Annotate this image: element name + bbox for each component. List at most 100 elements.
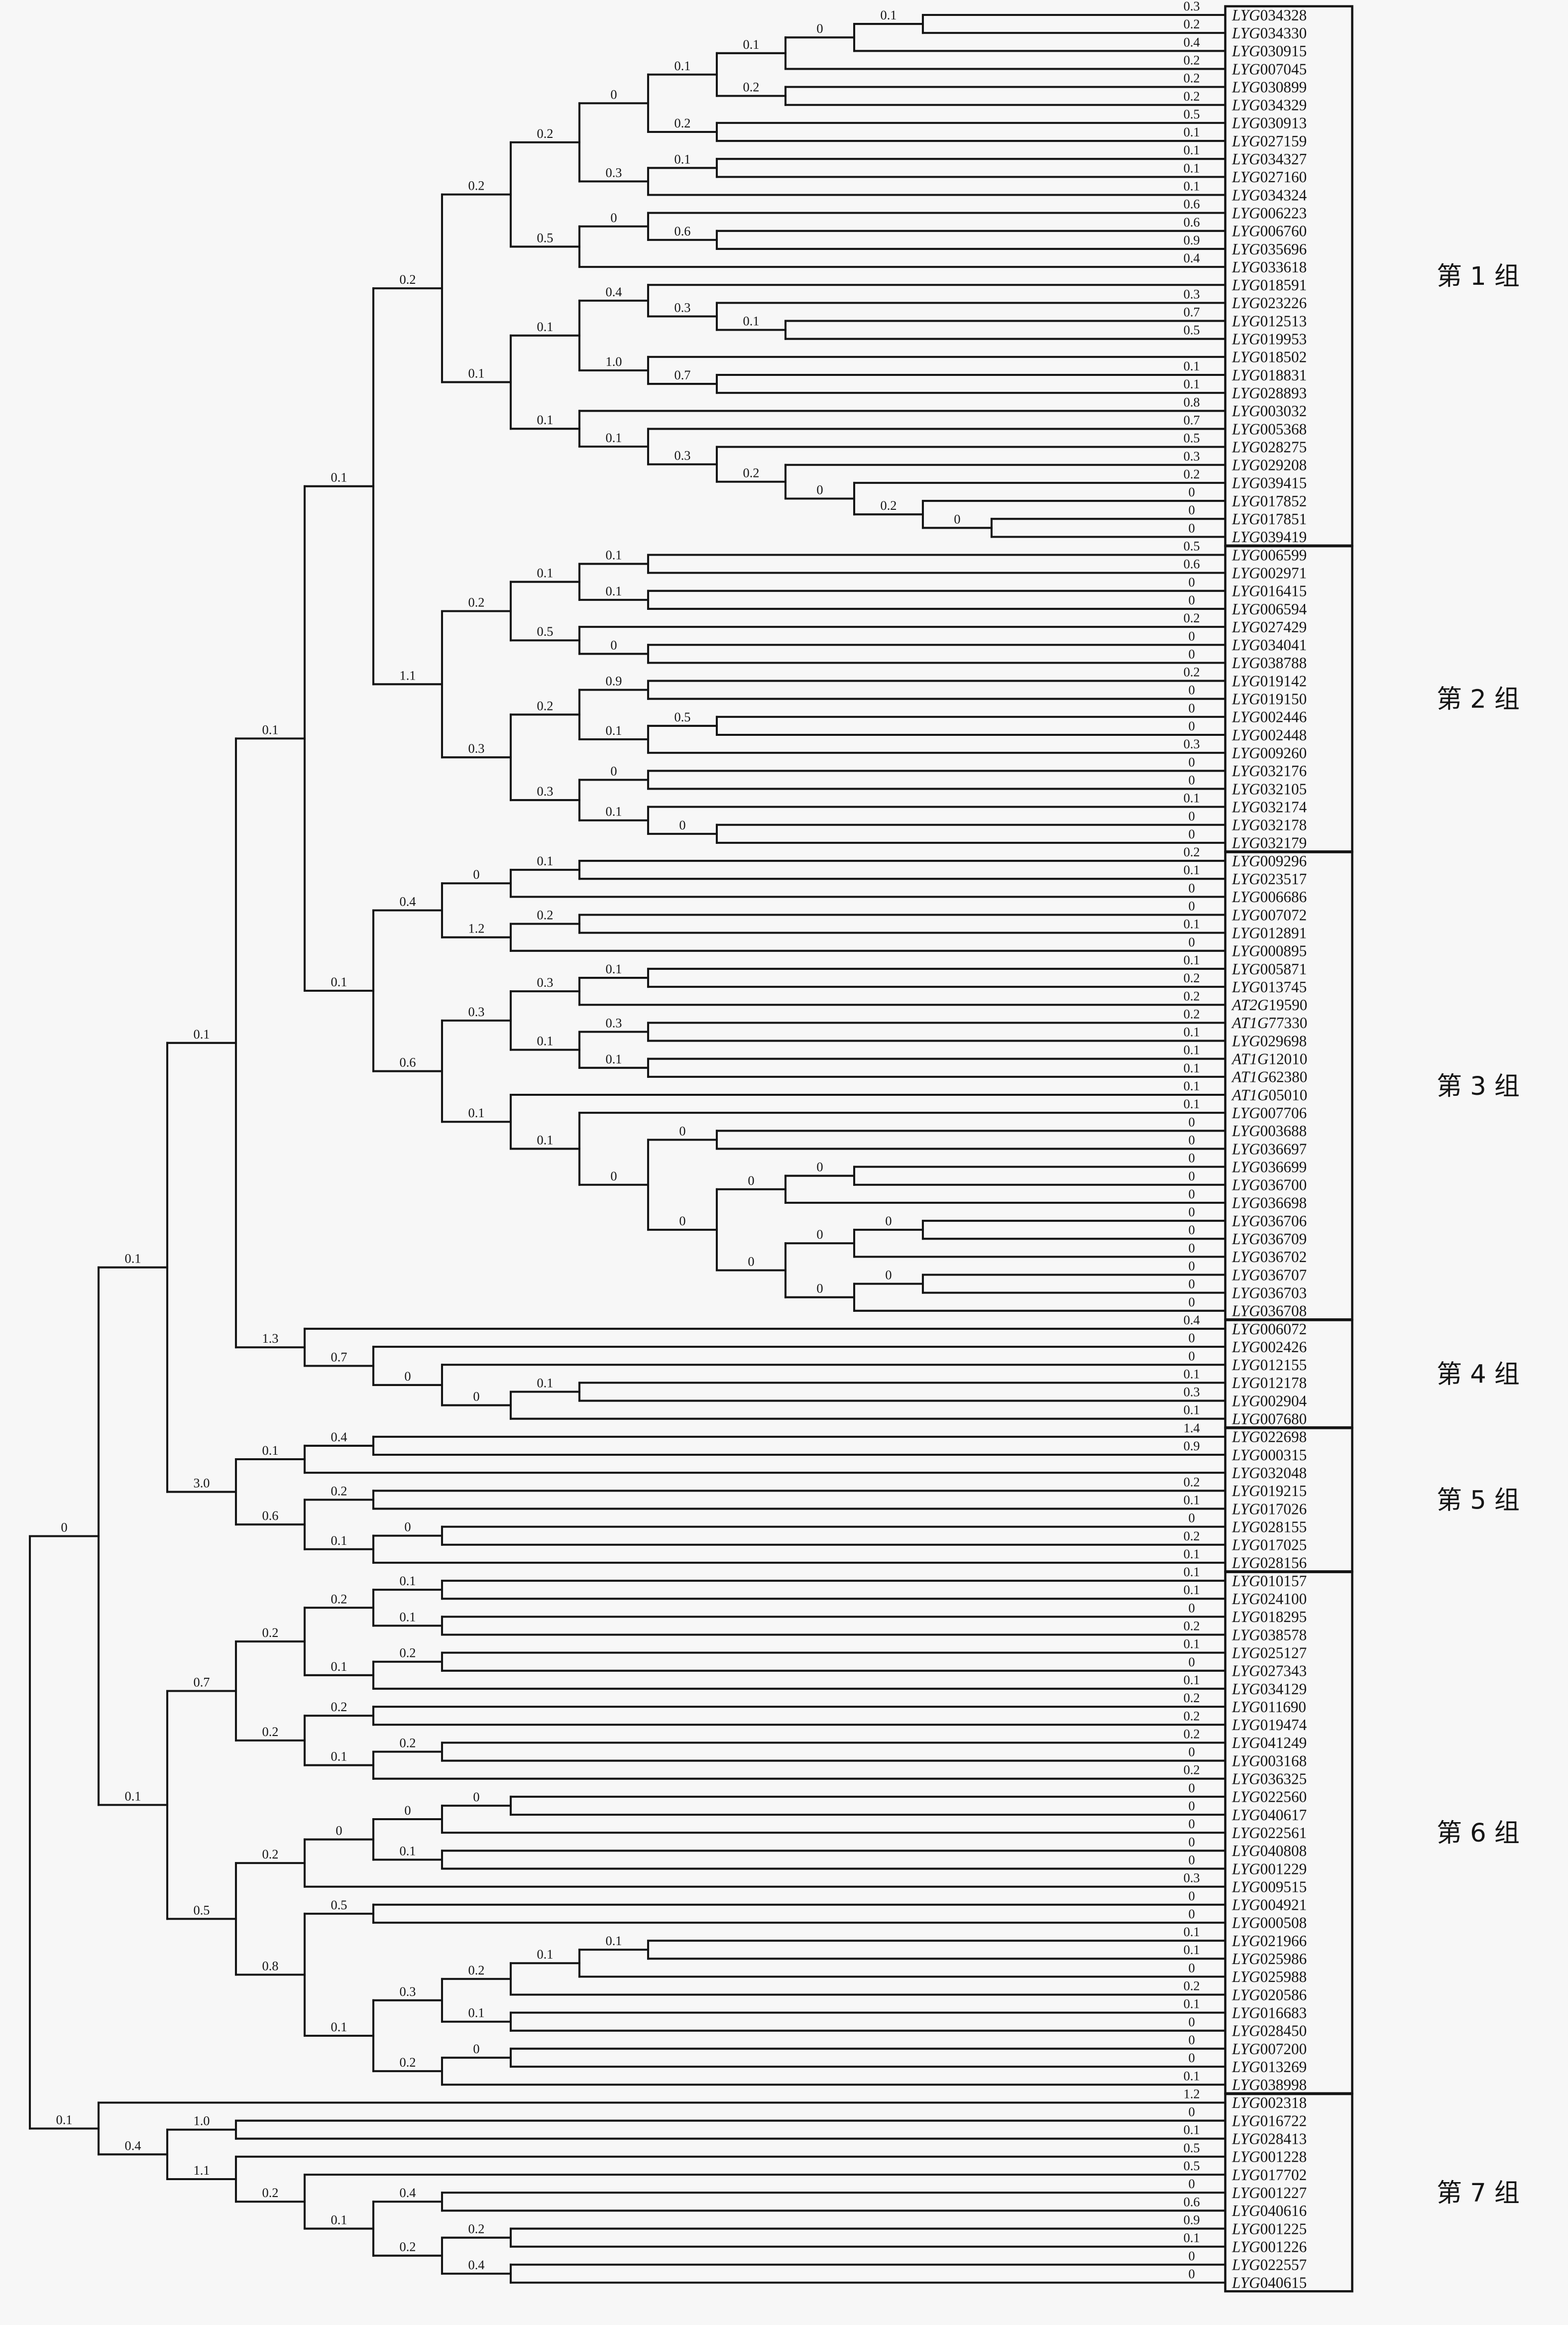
branch-length-label: 0.2 (1184, 1528, 1200, 1543)
branch-length-label: 0.3 (1184, 0, 1200, 13)
branch-length-label: 0.1 (1184, 1996, 1200, 2011)
branch-length-label: 0.3 (400, 1984, 416, 1999)
leaf-label: LYG009260 (1232, 744, 1307, 762)
leaf-label: LYG022557 (1232, 2256, 1307, 2274)
branch-length-label: 0.5 (1184, 431, 1200, 446)
branch-length-label: 0.1 (1184, 1924, 1200, 1939)
leaf-label: LYG028156 (1232, 1554, 1307, 1572)
branch-length-label: 0 (1188, 1277, 1195, 1291)
branch-length-label: 0.1 (1184, 2230, 1200, 2245)
leaf-label: LYG022561 (1232, 1824, 1307, 1842)
leaf-label: LYG040617 (1232, 1806, 1307, 1824)
branch-length-label: 0 (404, 1369, 411, 1384)
branch-length-label: 0 (1188, 2050, 1195, 2065)
branch-length-label: 0.2 (400, 2239, 416, 2254)
leaf-label: LYG040616 (1232, 2202, 1307, 2219)
leaf-label: LYG027160 (1232, 168, 1307, 186)
branch-length-label: 0.2 (1184, 1762, 1200, 1777)
branch-length-label: 0.1 (537, 853, 554, 868)
leaf-label: LYG017852 (1232, 492, 1307, 510)
branch-length-label: 0.6 (1184, 215, 1200, 230)
branch-length-label: 0 (1188, 2266, 1195, 2281)
branch-length-label: 0.1 (1184, 1078, 1200, 1093)
branch-length-label: 0.2 (1184, 970, 1200, 985)
branch-length-label: 0.2 (468, 178, 485, 193)
leaf-label: LYG030913 (1232, 115, 1307, 132)
leaf-label: LYG016415 (1232, 582, 1307, 600)
leaf-label: LYG025986 (1232, 1950, 1307, 1968)
branch-length-label: 0.2 (400, 2055, 416, 2070)
leaf-label: LYG025127 (1232, 1644, 1307, 1661)
leaf-label: LYG038998 (1232, 2076, 1307, 2093)
leaf-label: LYG019953 (1232, 331, 1307, 348)
leaf-label: LYG002446 (1232, 708, 1307, 726)
branch-length-label: 0 (473, 867, 479, 882)
branch-length-label: 0 (404, 1519, 411, 1534)
branch-length-label: 0 (1188, 2014, 1195, 2029)
leaf-label: LYG017702 (1232, 2166, 1307, 2184)
leaf-label: LYG040615 (1232, 2274, 1307, 2292)
leaf-label: LYG010157 (1232, 1572, 1307, 1590)
leaf-label: LYG007072 (1232, 906, 1307, 924)
branch-length-label: 0.1 (606, 548, 622, 563)
leaf-label: LYG041249 (1232, 1734, 1307, 1751)
branch-length-label: 0.1 (537, 1034, 554, 1048)
leaf-label: LYG030915 (1232, 42, 1307, 60)
leaf-label: LYG036707 (1232, 1266, 1307, 1283)
group-title-5: 第 5 组 (1437, 1486, 1520, 1515)
branch-length-label: 0.8 (262, 1958, 279, 1973)
branch-length-label: 0.2 (331, 1483, 347, 1498)
branch-length-label: 0.1 (1184, 1492, 1200, 1507)
leaf-label: LYG012513 (1232, 312, 1307, 330)
branch-length-label: 0.5 (1184, 539, 1200, 554)
branch-length-label: 0 (1188, 1114, 1195, 1129)
branch-length-label: 0 (816, 21, 823, 36)
branch-length-label: 0.3 (537, 784, 554, 799)
branch-length-label: 0.3 (1184, 1385, 1200, 1399)
branch-length-label: 0 (1188, 1600, 1195, 1615)
branch-length-label: 0.2 (537, 908, 554, 923)
branch-length-label: 0.1 (125, 1251, 141, 1266)
leaf-label: LYG032179 (1232, 834, 1307, 852)
leaf-label: LYG001226 (1232, 2238, 1307, 2255)
branch-length-label: 0.1 (1184, 1402, 1200, 1417)
leaf-label: LYG017025 (1232, 1536, 1307, 1554)
branch-length-label: 0.1 (1184, 1546, 1200, 1561)
leaf-label: LYG032176 (1232, 762, 1307, 780)
branch-length-label: 0.1 (262, 1443, 279, 1458)
branch-length-label: 0.1 (1184, 1942, 1200, 1957)
branch-length-label: 0.1 (1184, 2122, 1200, 2137)
leaf-label: LYG005368 (1232, 420, 1307, 438)
branch-length-label: 0.1 (1184, 142, 1200, 157)
branch-length-label: 0 (1188, 1798, 1195, 1813)
branch-length-label: 0.9 (1184, 1438, 1200, 1453)
leaf-label: AT1G12010 (1231, 1050, 1307, 1068)
leaf-label: LYG023517 (1232, 870, 1307, 888)
branch-length-label: 1.1 (194, 2163, 210, 2178)
branch-length-label: 0.2 (1184, 1474, 1200, 1489)
branch-length-label: 0.1 (468, 366, 485, 381)
branch-length-label: 0 (610, 210, 617, 225)
branch-length-label: 0 (473, 1389, 479, 1404)
branch-length-label: 0.1 (537, 1132, 554, 1147)
branch-length-label: 0.1 (1184, 791, 1200, 806)
leaf-label: LYG005871 (1232, 960, 1307, 978)
leaf-label: LYG013745 (1232, 978, 1307, 996)
leaf-label: LYG007045 (1232, 60, 1307, 78)
leaf-label: LYG003032 (1232, 402, 1307, 420)
branch-length-label: 0.1 (606, 804, 622, 819)
leaf-label: LYG006594 (1232, 600, 1307, 618)
branch-length-label: 0.2 (1184, 844, 1200, 859)
branch-length-label: 0.2 (674, 116, 691, 130)
branch-length-label: 0 (1188, 880, 1195, 895)
branch-length-label: 0.1 (331, 1749, 347, 1764)
branch-length-label: 0.1 (1184, 179, 1200, 194)
branch-length-label: 0 (1188, 1780, 1195, 1795)
leaf-label: LYG009515 (1232, 1878, 1307, 1895)
branch-length-label: 0 (1188, 1852, 1195, 1867)
leaf-label: LYG034327 (1232, 150, 1307, 168)
branch-length-label: 0 (1188, 1168, 1195, 1183)
branch-length-label: 0.2 (331, 1591, 347, 1606)
branch-length-label: 0.6 (674, 224, 691, 238)
leaf-label: LYG003168 (1232, 1752, 1307, 1769)
